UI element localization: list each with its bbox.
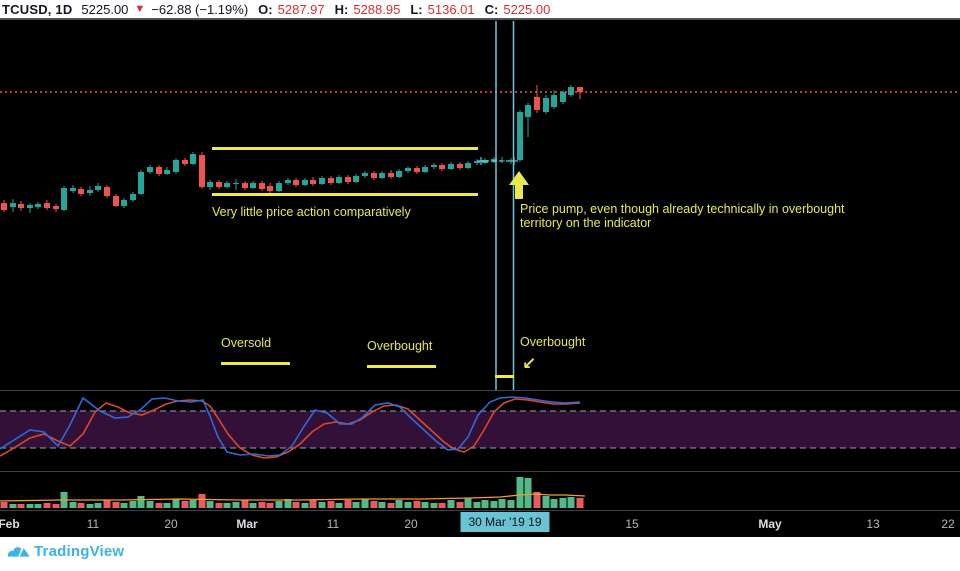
open-label: O: xyxy=(258,1,273,17)
annotation-pump-note-line2: territory on the indicator xyxy=(520,216,652,230)
close-label: C: xyxy=(484,1,499,17)
up-arrow-stem xyxy=(515,184,523,199)
last-price: 5225.00 xyxy=(81,1,129,17)
high-value: 5288.95 xyxy=(353,1,401,17)
time-axis[interactable]: Feb 11 20 Mar 11 20 15 May 13 22 30 Mar '19 19 xyxy=(0,510,960,537)
time-axis-label: May xyxy=(758,517,782,531)
tradingview-logo-icon[interactable] xyxy=(7,543,31,561)
annotation-pump-note[interactable]: Price pump, even though already technica… xyxy=(520,202,890,230)
time-axis-label: 22 xyxy=(941,517,955,531)
annotation-overbought-mid[interactable]: Overbought xyxy=(367,339,433,353)
time-axis-label: Feb xyxy=(0,517,20,531)
open-value: 5287.97 xyxy=(277,1,325,17)
low-value: 5136.01 xyxy=(427,1,475,17)
time-axis-label: 20 xyxy=(164,517,178,531)
time-axis-label: 15 xyxy=(625,517,639,531)
annotation-oversold[interactable]: Oversold xyxy=(221,336,272,350)
time-axis-label: 11 xyxy=(86,517,100,531)
high-label: H: xyxy=(334,1,349,17)
price-change: −62.88 (−1.19%) xyxy=(151,1,249,17)
footer-bar: TradingView xyxy=(0,537,960,571)
time-axis-label: 13 xyxy=(866,517,880,531)
brand-name[interactable]: TradingView xyxy=(34,543,125,560)
symbol-title[interactable]: TCUSD, 1D xyxy=(2,1,73,17)
annotation-range-note[interactable]: Very little price action comparatively xyxy=(212,205,411,219)
symbol-info-bar: TCUSD, 1D 5225.00 ▼ −62.88 (−1.19%) O: 5… xyxy=(0,0,960,20)
down-triangle-icon: ▼ xyxy=(134,3,146,15)
time-axis-label: 11 xyxy=(326,517,340,531)
close-value: 5225.00 xyxy=(503,1,551,17)
annotation-overbought-right[interactable]: Overbought xyxy=(520,335,586,349)
time-axis-label: 20 xyxy=(404,517,418,531)
time-axis-label: Mar xyxy=(236,517,258,531)
low-label: L: xyxy=(410,1,423,17)
down-left-arrow-icon[interactable]: ↙ xyxy=(522,354,537,373)
annotation-pump-note-line1: Price pump, even though already technica… xyxy=(520,202,845,216)
selected-date-badge[interactable]: 30 Mar '19 19 xyxy=(460,512,550,532)
up-arrow-icon[interactable] xyxy=(509,171,529,185)
